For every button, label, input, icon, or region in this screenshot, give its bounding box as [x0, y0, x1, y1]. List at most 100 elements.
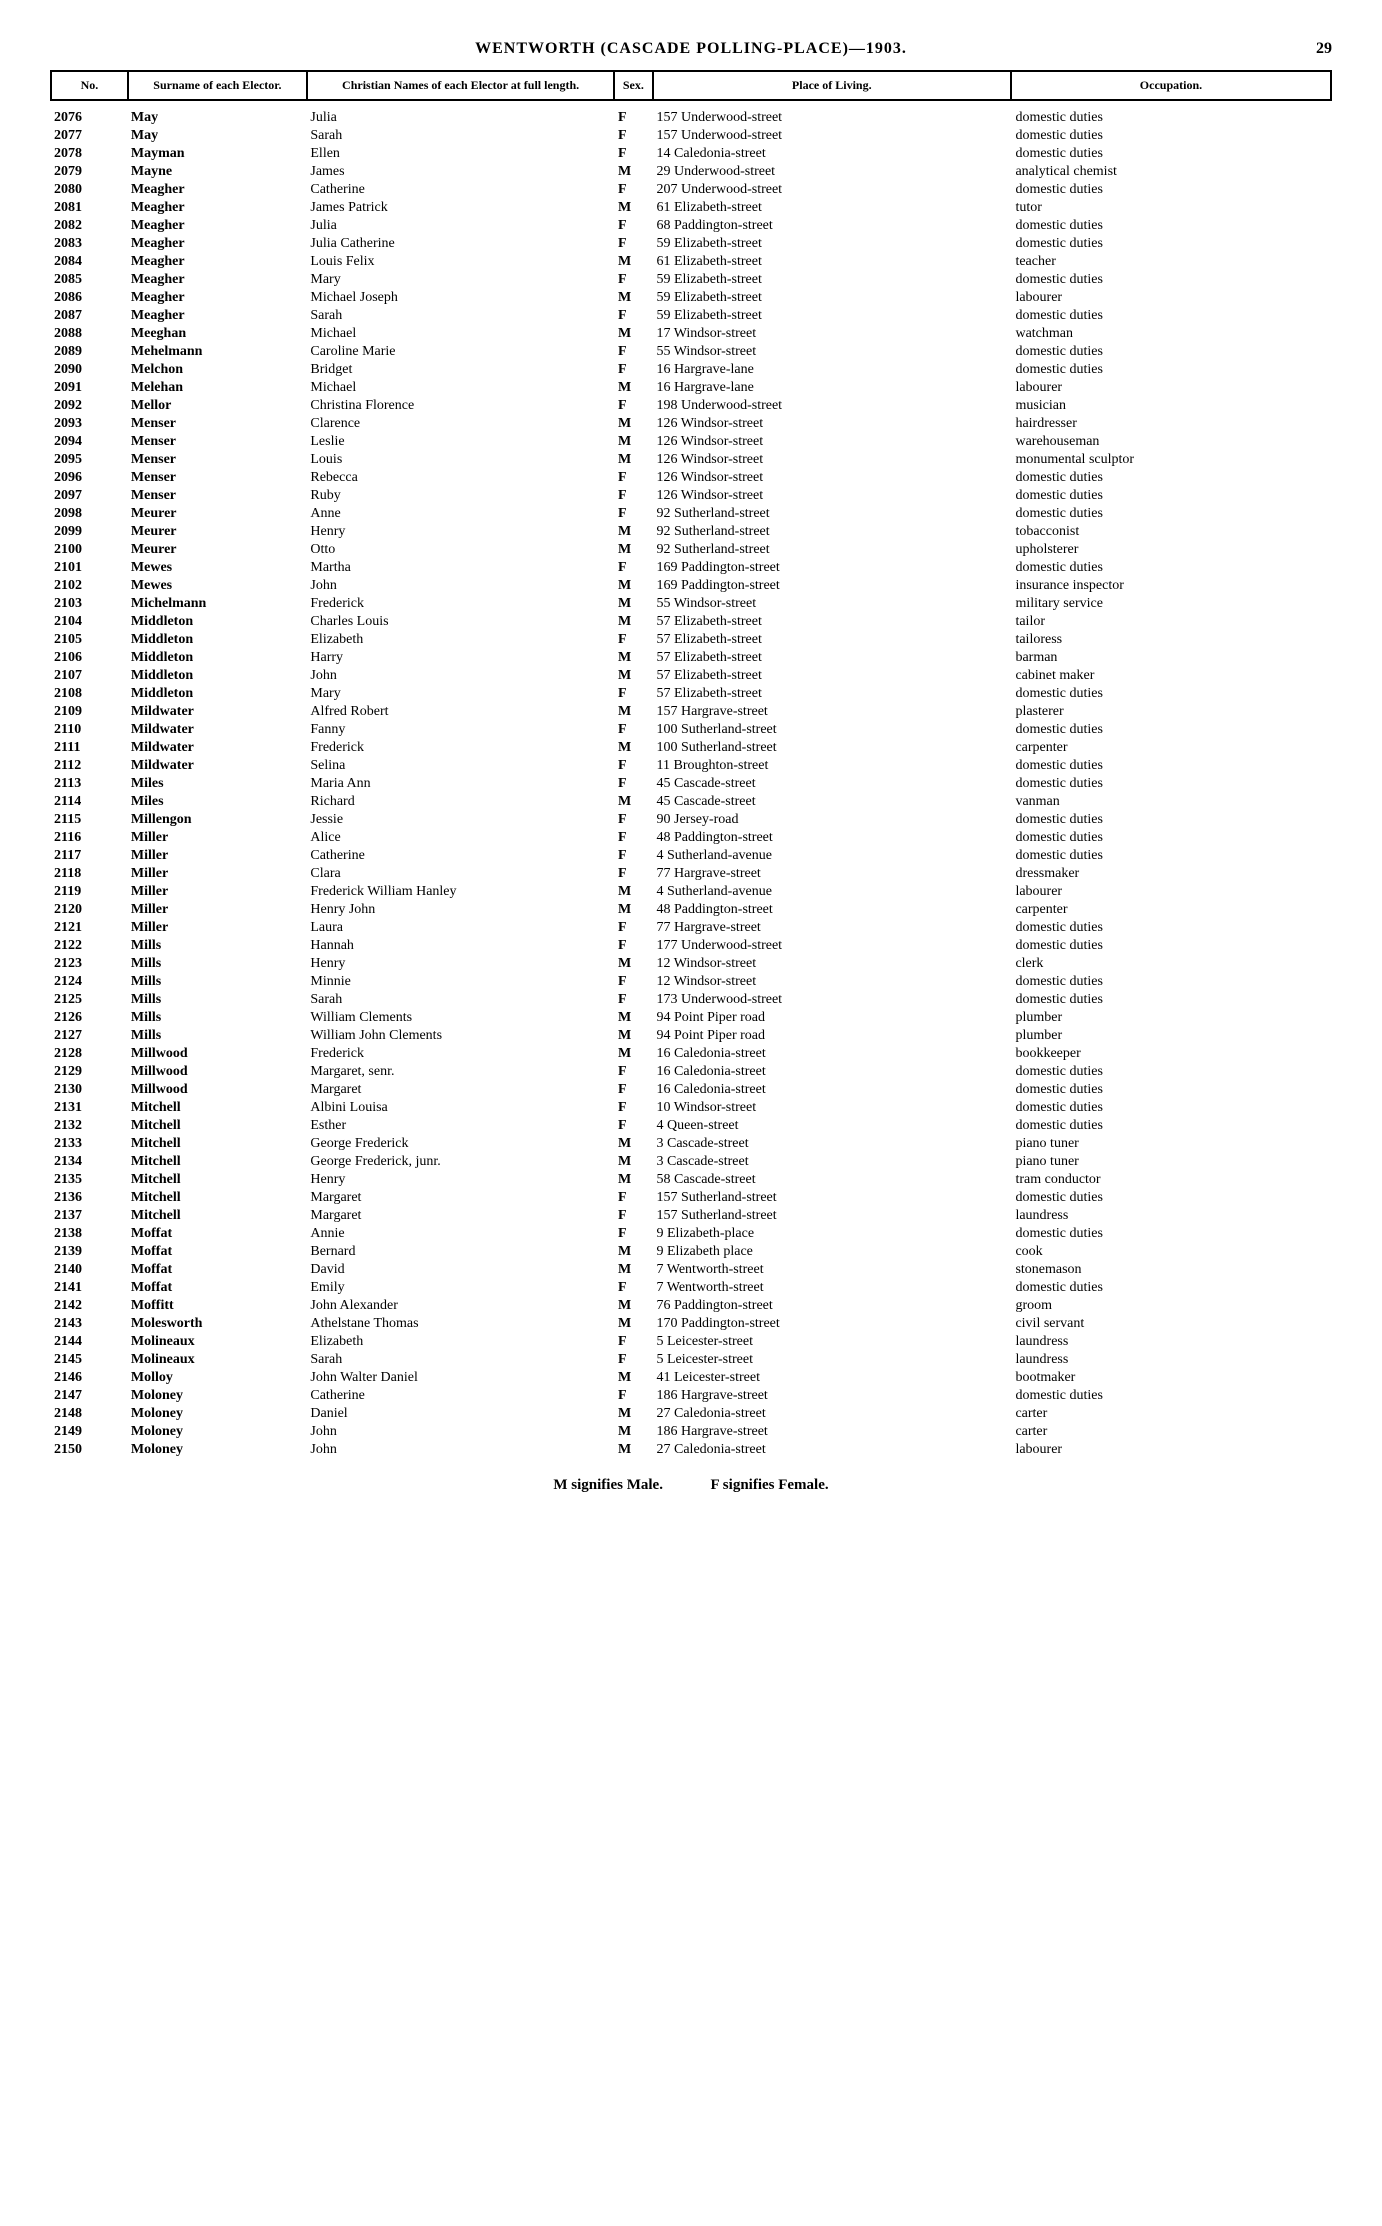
cell-sex: M [614, 667, 652, 685]
cell-sex: M [614, 1369, 652, 1387]
cell-sex: F [614, 307, 652, 325]
cell-christian: Emily [306, 1279, 614, 1297]
cell-surname: Meagher [127, 235, 306, 253]
cell-surname: Mellor [127, 397, 306, 415]
cell-no: 2107 [50, 667, 127, 685]
cell-sex: F [614, 1225, 652, 1243]
cell-sex: F [614, 1099, 652, 1117]
cell-christian: Catherine [306, 1387, 614, 1405]
cell-surname: Mitchell [127, 1207, 306, 1225]
cell-sex: M [614, 1045, 652, 1063]
cell-sex: F [614, 991, 652, 1009]
cell-surname: Middleton [127, 631, 306, 649]
cell-christian: Rebecca [306, 469, 614, 487]
cell-no: 2099 [50, 523, 127, 541]
cell-place: 94 Point Piper road [653, 1027, 1012, 1045]
cell-place: 76 Paddington-street [653, 1297, 1012, 1315]
cell-sex: F [614, 505, 652, 523]
cell-surname: Millwood [127, 1045, 306, 1063]
cell-occupation: cabinet maker [1011, 667, 1332, 685]
cell-place: 177 Underwood-street [653, 937, 1012, 955]
cell-sex: M [614, 1405, 652, 1423]
cell-place: 173 Underwood-street [653, 991, 1012, 1009]
cell-place: 170 Paddington-street [653, 1315, 1012, 1333]
cell-sex: F [614, 1207, 652, 1225]
cell-occupation: hairdresser [1011, 415, 1332, 433]
cell-occupation: domestic duties [1011, 1099, 1332, 1117]
cell-surname: Meagher [127, 199, 306, 217]
cell-surname: Meagher [127, 181, 306, 199]
cell-christian: James Patrick [306, 199, 614, 217]
cell-sex: M [614, 595, 652, 613]
cell-place: 157 Hargrave-street [653, 703, 1012, 721]
cell-surname: Middleton [127, 649, 306, 667]
cell-no: 2117 [50, 847, 127, 865]
cell-sex: F [614, 631, 652, 649]
cell-no: 2143 [50, 1315, 127, 1333]
cell-occupation: groom [1011, 1297, 1332, 1315]
cell-occupation: carpenter [1011, 739, 1332, 757]
table-row: 2105MiddletonElizabethF57 Elizabeth-stre… [50, 631, 1332, 649]
cell-place: 186 Hargrave-street [653, 1423, 1012, 1441]
cell-sex: M [614, 1423, 652, 1441]
cell-sex: M [614, 415, 652, 433]
cell-occupation: tailor [1011, 613, 1332, 631]
cell-sex: F [614, 757, 652, 775]
cell-surname: Miller [127, 919, 306, 937]
table-row: 2119MillerFrederick William HanleyM4 Sut… [50, 883, 1332, 901]
cell-no: 2087 [50, 307, 127, 325]
cell-christian: Alfred Robert [306, 703, 614, 721]
cell-occupation: bookkeeper [1011, 1045, 1332, 1063]
cell-sex: M [614, 163, 652, 181]
table-row: 2080MeagherCatherineF207 Underwood-stree… [50, 181, 1332, 199]
cell-occupation: laundress [1011, 1351, 1332, 1369]
table-row: 2117MillerCatherineF4 Sutherland-avenued… [50, 847, 1332, 865]
cell-occupation: plasterer [1011, 703, 1332, 721]
cell-christian: Julia [306, 109, 614, 127]
table-row: 2114MilesRichardM45 Cascade-streetvanman [50, 793, 1332, 811]
cell-no: 2105 [50, 631, 127, 649]
cell-christian: Anne [306, 505, 614, 523]
cell-surname: Mitchell [127, 1117, 306, 1135]
cell-christian: Maria Ann [306, 775, 614, 793]
cell-no: 2130 [50, 1081, 127, 1099]
cell-place: 48 Paddington-street [653, 829, 1012, 847]
table-row: 2084MeagherLouis FelixM61 Elizabeth-stre… [50, 253, 1332, 271]
cell-no: 2127 [50, 1027, 127, 1045]
table-row: 2082MeagherJuliaF68 Paddington-streetdom… [50, 217, 1332, 235]
cell-place: 92 Sutherland-street [653, 505, 1012, 523]
cell-christian: Bernard [306, 1243, 614, 1261]
cell-surname: Miller [127, 901, 306, 919]
col-header-christian: Christian Names of each Elector at full … [307, 71, 614, 100]
cell-no: 2125 [50, 991, 127, 1009]
cell-occupation: labourer [1011, 883, 1332, 901]
cell-surname: Mills [127, 1009, 306, 1027]
cell-sex: F [614, 1081, 652, 1099]
cell-surname: Molloy [127, 1369, 306, 1387]
cell-occupation: carpenter [1011, 901, 1332, 919]
cell-no: 2113 [50, 775, 127, 793]
table-row: 2077MaySarahF157 Underwood-streetdomesti… [50, 127, 1332, 145]
cell-occupation: domestic duties [1011, 505, 1332, 523]
cell-occupation: domestic duties [1011, 487, 1332, 505]
table-row: 2099MeurerHenryM92 Sutherland-streettoba… [50, 523, 1332, 541]
cell-christian: Catherine [306, 847, 614, 865]
cell-place: 169 Paddington-street [653, 559, 1012, 577]
cell-surname: Moffitt [127, 1297, 306, 1315]
cell-sex: M [614, 1297, 652, 1315]
cell-no: 2144 [50, 1333, 127, 1351]
cell-no: 2134 [50, 1153, 127, 1171]
cell-place: 4 Sutherland-avenue [653, 883, 1012, 901]
cell-christian: Henry [306, 523, 614, 541]
cell-christian: Athelstane Thomas [306, 1315, 614, 1333]
cell-occupation: clerk [1011, 955, 1332, 973]
cell-christian: Catherine [306, 181, 614, 199]
cell-place: 58 Cascade-street [653, 1171, 1012, 1189]
cell-occupation: laundress [1011, 1207, 1332, 1225]
cell-surname: Millwood [127, 1081, 306, 1099]
cell-christian: Michael [306, 379, 614, 397]
cell-surname: Mitchell [127, 1135, 306, 1153]
cell-christian: Fanny [306, 721, 614, 739]
cell-christian: Ellen [306, 145, 614, 163]
cell-place: 27 Caledonia-street [653, 1405, 1012, 1423]
